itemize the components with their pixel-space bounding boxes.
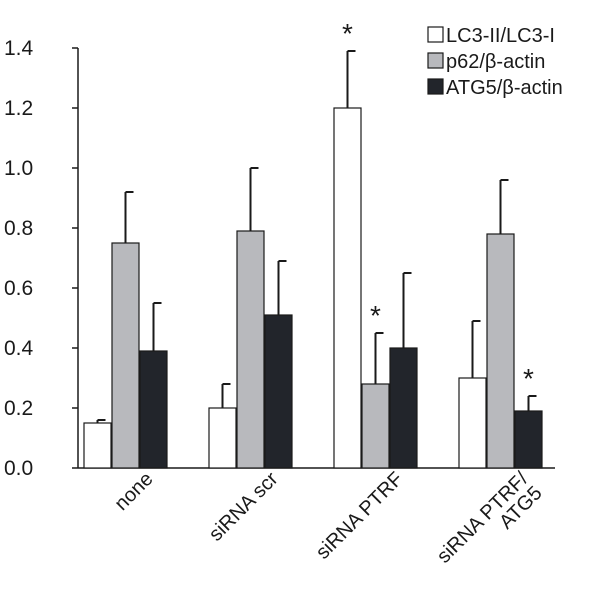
- bar: [264, 314, 293, 469]
- category-label: siRNA PTRF/ATG5: [433, 468, 547, 582]
- category-labels: none siRNA scr siRNA PTRF siRNA PTRF/ATG5: [111, 468, 547, 582]
- bar: [333, 107, 362, 469]
- bar: [514, 410, 543, 469]
- legend-swatch: [427, 78, 444, 95]
- legend-label: p62/β-actin: [446, 51, 545, 73]
- chart-bars: * * *: [83, 18, 543, 469]
- bar: [361, 383, 390, 469]
- bar: [389, 347, 418, 469]
- bar: [208, 407, 237, 469]
- y-tick-labels: 0.0 0.2 0.4 0.6 0.8 1.0 1.2 1.4: [4, 37, 34, 480]
- y-tick-label: 0.2: [4, 397, 33, 420]
- bar: [486, 233, 515, 469]
- significance-marker: *: [523, 363, 534, 394]
- y-tick-label: 1.0: [4, 157, 33, 180]
- bar: [458, 377, 487, 469]
- bar: [139, 350, 168, 469]
- legend-label: LC3-II/LC3-I: [446, 25, 555, 47]
- legend-swatch: [427, 26, 444, 43]
- significance-marker: *: [342, 18, 353, 49]
- y-tick-label: 0.4: [4, 337, 34, 360]
- legend-label: ATG5/β-actin: [446, 77, 563, 99]
- y-tick-label: 0.8: [4, 217, 33, 240]
- category-label: siRNA scr: [205, 468, 283, 546]
- y-tick-label: 0.0: [4, 457, 33, 480]
- bar: [236, 230, 265, 469]
- y-tick-label: 0.6: [4, 277, 33, 300]
- y-tick-label: 1.2: [4, 97, 33, 120]
- y-tick-label: 1.4: [4, 37, 34, 60]
- significance-marker: *: [370, 300, 381, 331]
- bar: [111, 242, 140, 469]
- category-label: none: [111, 468, 158, 515]
- category-label: siRNA PTRF: [312, 468, 408, 564]
- legend-swatch: [427, 52, 444, 69]
- bar: [83, 422, 112, 469]
- legend: LC3-II/LC3-I p62/β-actin ATG5/β-actin: [427, 25, 563, 99]
